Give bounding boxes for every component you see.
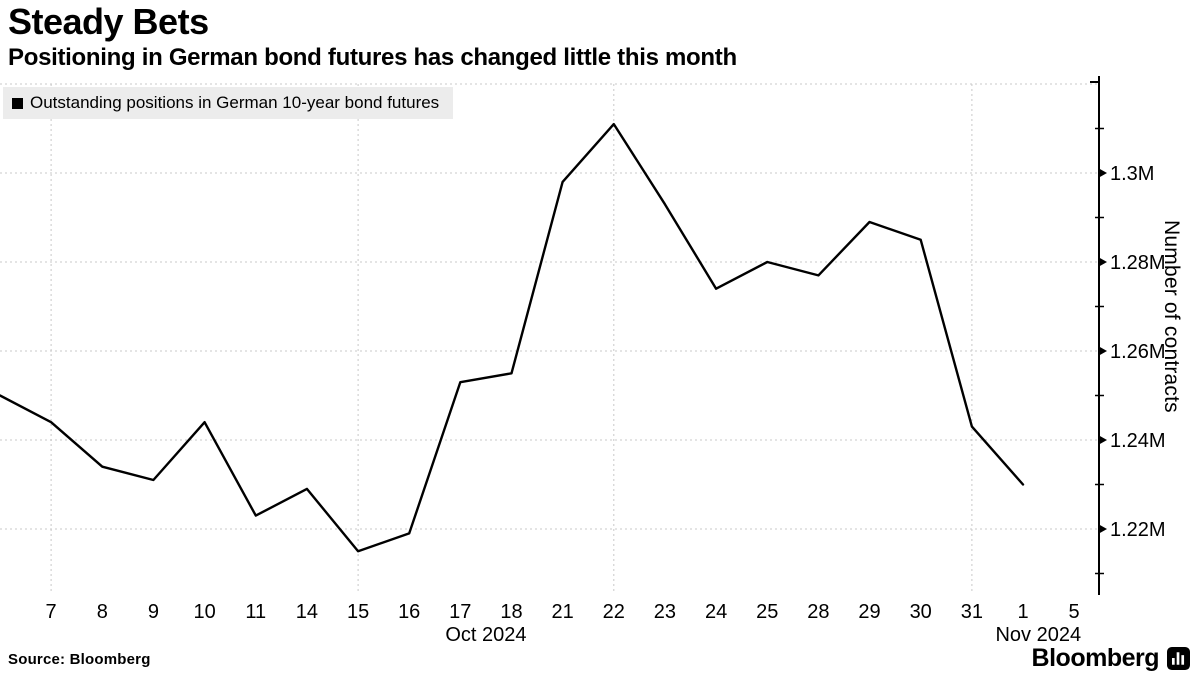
x-tick-label: 9 (148, 601, 159, 623)
x-tick-label: 10 (193, 601, 215, 623)
x-tick-label: 15 (347, 601, 369, 623)
y-tick-arrow-icon (1099, 524, 1107, 534)
month-label: Nov 2024 (995, 624, 1081, 646)
legend: Outstanding positions in German 10-year … (3, 87, 454, 119)
y-tick-arrow-icon (1099, 168, 1107, 178)
x-tick-label: 11 (245, 601, 266, 623)
x-tick-label: 22 (603, 601, 625, 623)
month-label: Oct 2024 (445, 624, 526, 646)
x-tick-label: 7 (46, 601, 57, 623)
x-tick-label: 14 (296, 601, 318, 623)
y-tick-label: 1.24M (1110, 430, 1166, 452)
x-tick-label: 5 (1069, 601, 1080, 623)
x-tick-label: 29 (858, 601, 880, 623)
x-tick-label: 17 (449, 601, 471, 623)
series-swatch-icon (12, 97, 23, 109)
x-tick-label: 30 (910, 601, 932, 623)
bloomberg-bars-icon (1167, 647, 1190, 670)
y-tick-arrow-icon (1099, 346, 1107, 356)
page-subtitle: Positioning in German bond futures has c… (8, 44, 737, 71)
x-tick-label: 28 (807, 601, 829, 623)
x-tick-label: 21 (551, 601, 573, 623)
x-tick-label: 31 (961, 601, 983, 623)
x-tick-label: 8 (97, 601, 108, 623)
y-tick-label: 1.22M (1110, 519, 1166, 541)
y-axis-title: Number of contracts (1160, 220, 1183, 413)
x-tick-label: 18 (500, 601, 522, 623)
x-tick-label: 23 (654, 601, 676, 623)
y-tick-arrow-icon (1099, 257, 1107, 267)
series-line (0, 122, 1025, 553)
bloomberg-logo: Bloomberg (1032, 644, 1190, 673)
x-tick-label: 25 (756, 601, 778, 623)
x-tick-label: 24 (705, 601, 727, 623)
page-title: Steady Bets (8, 1, 209, 42)
y-tick-label: 1.3M (1110, 163, 1154, 185)
y-tick-label: 1.28M (1110, 252, 1166, 274)
bloomberg-logo-text: Bloomberg (1031, 644, 1160, 672)
source-attribution: Source: Bloomberg (8, 651, 151, 668)
y-tick-arrow-icon (1099, 435, 1107, 445)
legend-series-label: Outstanding positions in German 10-year … (30, 93, 440, 112)
x-tick-label: 16 (398, 601, 420, 623)
y-tick-label: 1.26M (1110, 341, 1166, 363)
x-tick-label: 1 (1017, 601, 1028, 623)
